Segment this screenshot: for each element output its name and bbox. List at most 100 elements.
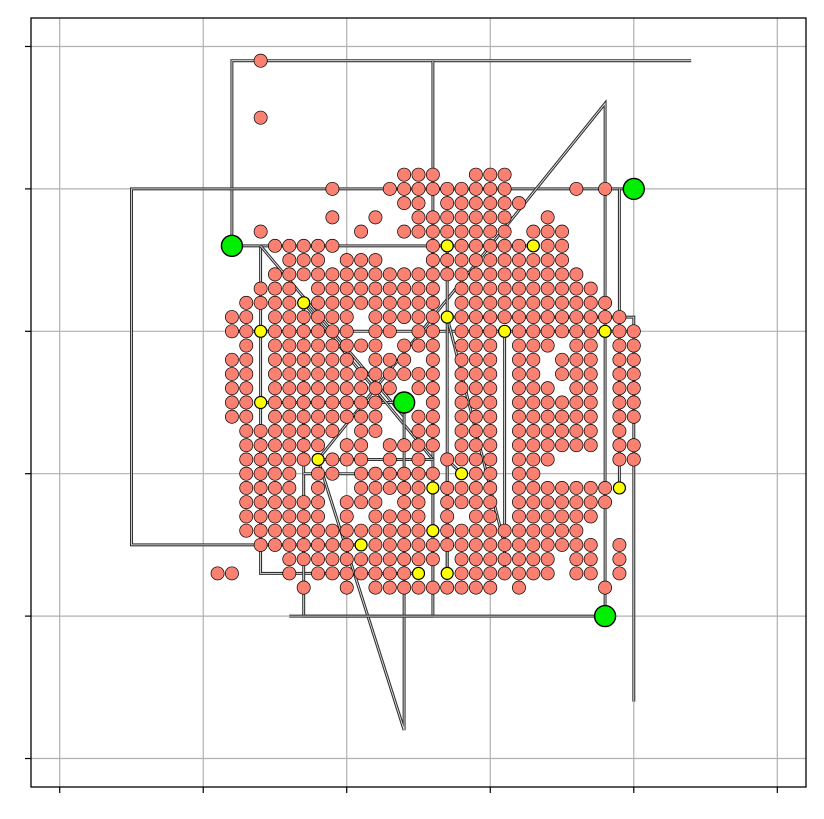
data-dot	[382, 367, 397, 381]
path-line-core	[231, 60, 692, 246]
data-dot	[583, 338, 598, 353]
data-dot	[483, 352, 498, 367]
data-dot	[540, 523, 555, 538]
data-dot	[526, 267, 541, 282]
data-dot	[354, 566, 369, 581]
data-dot	[454, 580, 469, 595]
data-dot	[425, 324, 440, 339]
junction-point	[526, 239, 540, 253]
axis-ticks	[25, 45, 778, 793]
data-dot	[526, 537, 541, 552]
terminal-points	[220, 177, 645, 628]
data-dot	[224, 324, 239, 339]
data-dot	[282, 395, 297, 410]
data-dot	[454, 424, 469, 438]
data-dot	[354, 424, 369, 438]
data-dot	[354, 523, 369, 538]
data-dot	[626, 367, 641, 381]
data-dot	[540, 210, 555, 225]
terminal-point	[593, 604, 617, 628]
data-dot	[354, 281, 369, 296]
data-dot	[497, 253, 512, 268]
data-dot	[483, 466, 498, 481]
data-dot	[339, 324, 354, 339]
data-dot	[282, 267, 297, 282]
data-dot	[526, 224, 541, 239]
data-dot	[268, 424, 282, 438]
data-dot	[368, 480, 383, 495]
data-dot	[268, 295, 282, 310]
data-dot	[425, 381, 440, 396]
junction-point	[498, 324, 512, 338]
data-dot	[425, 238, 440, 253]
data-dot	[425, 580, 440, 595]
data-dot	[282, 238, 297, 253]
data-dot	[296, 509, 311, 524]
data-dot	[454, 310, 469, 325]
data-dot	[454, 409, 469, 424]
data-dot	[512, 452, 526, 467]
data-dot	[555, 367, 569, 381]
data-dot	[540, 224, 555, 239]
data-dot	[512, 238, 526, 253]
data-dot	[368, 552, 383, 567]
data-dot	[282, 295, 297, 310]
data-dot	[325, 537, 340, 552]
data-dot	[311, 238, 325, 253]
data-dot	[497, 196, 512, 211]
data-dot	[540, 381, 555, 396]
data-dot	[382, 523, 397, 538]
data-dot	[626, 352, 641, 367]
data-dot	[411, 196, 426, 211]
data-dot	[282, 480, 297, 495]
data-dot	[454, 210, 469, 225]
data-dot	[497, 310, 512, 325]
data-dot	[468, 495, 483, 510]
data-dot	[397, 537, 412, 552]
junction-point	[426, 524, 440, 538]
data-dot	[425, 295, 440, 310]
data-dot	[483, 537, 498, 552]
data-dot	[354, 452, 369, 467]
data-dot	[583, 552, 598, 567]
data-dot	[368, 466, 383, 481]
junction-point	[454, 467, 469, 481]
data-dot	[612, 566, 627, 581]
data-dot	[468, 537, 483, 552]
data-dot	[612, 381, 627, 396]
data-dot	[540, 310, 555, 325]
data-dot	[569, 295, 584, 310]
data-dot	[382, 566, 397, 581]
junction-point	[598, 324, 612, 338]
data-dot	[397, 509, 412, 524]
data-dot	[339, 395, 354, 410]
data-dot	[325, 381, 340, 396]
data-dot	[311, 424, 325, 438]
data-dot	[311, 395, 325, 410]
data-dot	[339, 381, 354, 396]
data-dot	[397, 196, 412, 211]
data-dot	[296, 324, 311, 339]
data-dot	[512, 338, 526, 353]
data-dot	[425, 466, 440, 481]
data-dot	[368, 580, 383, 595]
data-dot	[411, 409, 426, 424]
data-dot	[239, 438, 254, 453]
data-dot	[411, 367, 426, 381]
data-dot	[468, 224, 483, 239]
data-dot	[268, 523, 282, 538]
data-dot	[354, 466, 369, 481]
data-dot	[468, 367, 483, 381]
data-dot	[598, 580, 613, 595]
data-dot	[296, 552, 311, 567]
data-dot	[296, 438, 311, 453]
data-dot	[311, 566, 325, 581]
data-dot	[397, 267, 412, 282]
data-dot	[368, 537, 383, 552]
data-dot	[411, 580, 426, 595]
data-dot	[224, 310, 239, 325]
data-dot	[497, 267, 512, 282]
data-dot	[454, 566, 469, 581]
data-dot	[311, 552, 325, 567]
data-dot	[411, 167, 426, 182]
